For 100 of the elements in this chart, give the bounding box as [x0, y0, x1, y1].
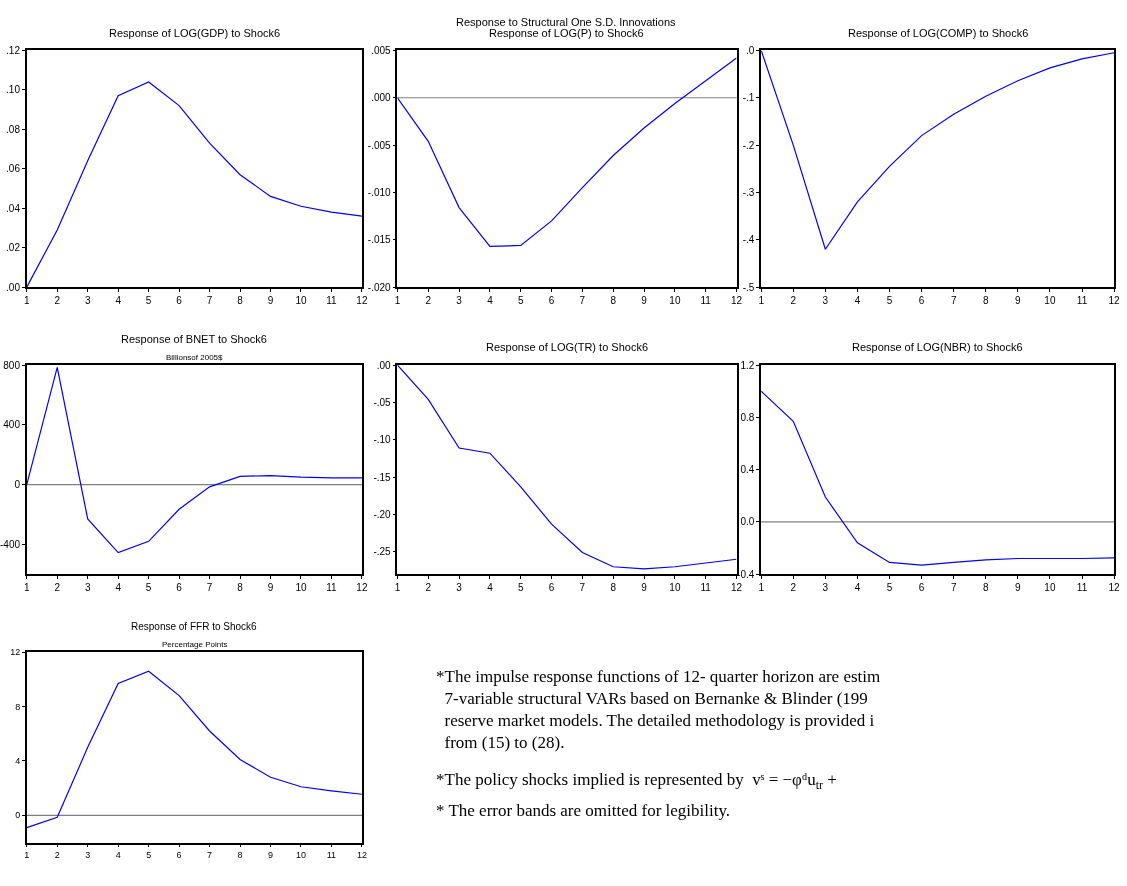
x-tick-label: 11 [1076, 581, 1088, 593]
chart-subtitle: Percentage Points [162, 640, 228, 649]
x-tick-label: 1 [23, 294, 30, 306]
x-tick-label: 9 [641, 294, 648, 306]
x-tick-label: 6 [548, 581, 555, 593]
x-tick-label: 8 [982, 294, 989, 306]
y-tick-label: -.1 [742, 92, 755, 104]
x-tick-label: 2 [54, 581, 61, 593]
x-tick-label: 2 [790, 581, 797, 593]
x-tick-label: 11 [326, 294, 338, 306]
line-series [761, 50, 1115, 250]
x-tick-label: 10 [1044, 581, 1056, 593]
text: *The impulse response functions of 12- quarter horizon are estim 7-variable structural VARs based on Bernanke & Blinder (199 reserve market models. The detailed methodology is provided i from (15) to (28). [436, 667, 881, 753]
x-tick-label: 7 [206, 294, 213, 306]
chart-title: Response of LOG(TR) to Shock6 [486, 341, 649, 353]
x-tick-label: 5 [145, 581, 152, 593]
y-tick-label: -.10 [373, 434, 392, 446]
x-tick-label: 5 [517, 581, 524, 593]
x-tick-label: 4 [854, 294, 861, 306]
x-tick-label: 12 [356, 581, 368, 593]
x-tick-label: 10 [669, 294, 681, 306]
y-tick-label: -.20 [373, 508, 392, 520]
x-tick-label: 5 [146, 850, 152, 861]
y-tick-label: 0.8 [740, 411, 755, 423]
y-tick-label: -.4 [742, 234, 755, 246]
y-tick-label: .000 [371, 92, 392, 104]
chart-subtitle: Billionsof 2005$ [166, 353, 224, 362]
x-tick-label: 8 [610, 581, 617, 593]
line-series [397, 365, 737, 570]
y-tick-label: -.005 [367, 139, 392, 151]
y-tick-label: -.5 [742, 281, 755, 293]
chart-title: Response of LOG(NBR) to Shock6 [852, 341, 1023, 353]
y-tick-label: 0 [14, 479, 21, 491]
x-tick-label: 10 [295, 850, 306, 861]
y-tick-label: 4 [15, 756, 21, 767]
x-tick-label: 10 [669, 581, 681, 593]
x-tick-label: 3 [85, 850, 91, 861]
x-tick-label: 1 [394, 581, 401, 593]
y-tick-label: .06 [6, 163, 21, 175]
x-tick-label: 9 [641, 581, 648, 593]
x-tick-label: 9 [267, 581, 274, 593]
x-tick-label: 1 [394, 294, 401, 306]
y-tick-label: .005 [371, 44, 392, 56]
y-tick-label: 0.4 [740, 464, 755, 476]
x-tick-label: 9 [1015, 581, 1022, 593]
y-tick-label: -.05 [373, 396, 392, 408]
y-tick-label: 1.2 [740, 359, 755, 371]
x-tick-label: 4 [115, 294, 122, 306]
x-tick-label: 3 [822, 581, 829, 593]
x-tick-label: 3 [456, 581, 463, 593]
x-tick-label: 8 [610, 294, 617, 306]
x-tick-label: 12 [730, 294, 743, 306]
x-tick-label: 10 [295, 294, 307, 306]
y-tick-label: .10 [6, 84, 21, 96]
chart-title: Response of LOG(GDP) to Shock6 [109, 27, 281, 39]
x-tick-label: 11 [700, 581, 712, 593]
x-tick-label: 12 [356, 294, 368, 306]
x-tick-label: 7 [207, 850, 213, 861]
x-tick-label: 11 [700, 294, 712, 306]
x-tick-label: 8 [237, 850, 243, 861]
line-series [761, 390, 1115, 566]
x-tick-label: 3 [456, 294, 463, 306]
x-tick-label: 10 [1044, 294, 1056, 306]
x-tick-label: 3 [84, 294, 91, 306]
y-tick-label: -.015 [367, 234, 392, 246]
x-tick-label: 12 [1108, 294, 1121, 306]
x-tick-label: 7 [950, 581, 957, 593]
y-tick-label: 8 [15, 701, 21, 712]
x-tick-label: 3 [84, 581, 91, 593]
chart-title: Response of FFR to Shock6 [131, 621, 258, 632]
y-tick-label: 800 [3, 359, 21, 371]
x-tick-label: 1 [23, 581, 30, 593]
y-tick-label: -.25 [373, 546, 392, 558]
x-tick-label: 2 [425, 294, 432, 306]
y-tick-label: -.010 [367, 186, 392, 198]
x-tick-label: 12 [356, 850, 367, 861]
y-tick-label: .00 [376, 359, 392, 371]
x-tick-label: 5 [886, 294, 893, 306]
x-tick-label: 7 [579, 294, 586, 306]
text: *The policy shocks implied is represented by vˢ = −φᵈu$_{tr}$ + [436, 770, 837, 792]
x-tick-label: 9 [267, 294, 274, 306]
x-tick-label: 4 [115, 581, 122, 593]
x-tick-label: 6 [176, 850, 182, 861]
chart-title: Response of LOG(COMP) to Shock6 [848, 27, 1029, 39]
y-tick-label: .04 [6, 202, 21, 214]
x-tick-label: 4 [115, 850, 121, 861]
x-tick-label: 7 [950, 294, 957, 306]
x-tick-label: 11 [1076, 294, 1088, 306]
y-tick-label: .00 [6, 281, 21, 293]
x-tick-label: 10 [295, 581, 307, 593]
y-tick-label: -.2 [742, 139, 755, 151]
line-series [26, 366, 362, 554]
y-tick-label: .02 [6, 242, 21, 254]
x-tick-label: 6 [176, 294, 183, 306]
x-tick-label: 11 [326, 581, 338, 593]
y-tick-label: -.15 [373, 471, 392, 483]
chart-title: Response of BNET to Shock6 [121, 333, 267, 345]
x-tick-label: 6 [918, 294, 925, 306]
x-tick-label: 11 [326, 850, 337, 861]
x-tick-label: 5 [886, 581, 893, 593]
